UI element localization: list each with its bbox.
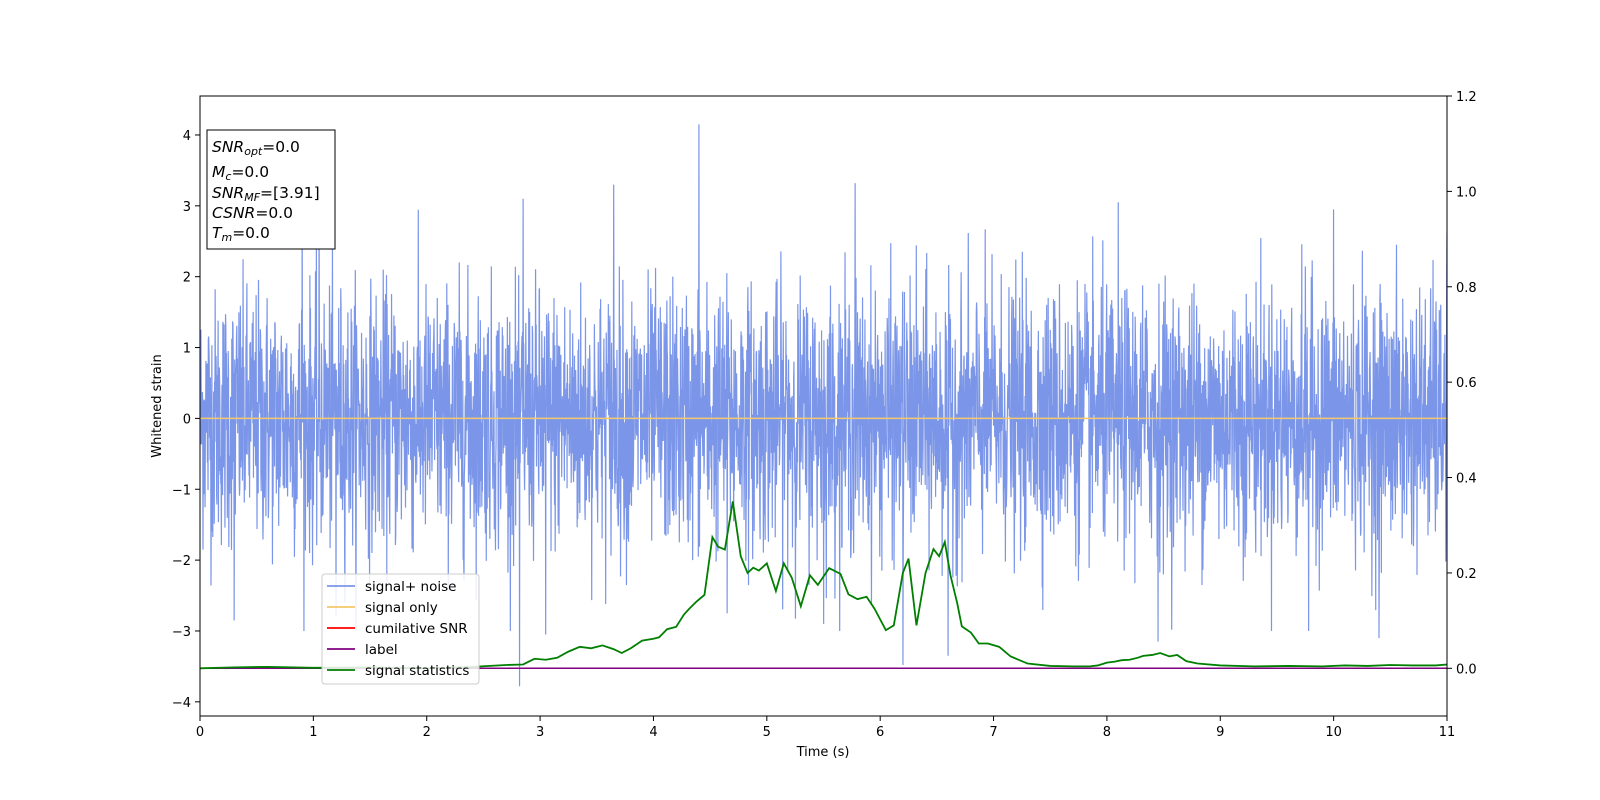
y2-tick-label: 0.8: [1456, 281, 1477, 296]
y-tick-label: −4: [172, 696, 191, 711]
y-tick-label: −1: [172, 483, 191, 498]
x-tick-label: 9: [1216, 725, 1224, 740]
signal-statistics-line: [200, 501, 1447, 670]
y-tick-label: 2: [183, 271, 191, 286]
y-tick-label: 3: [183, 200, 191, 215]
x-tick-label: 5: [763, 725, 771, 740]
y-tick-label: 4: [183, 129, 191, 144]
x-tick-label: 3: [536, 725, 544, 740]
signal-noise-line: [200, 124, 1447, 687]
annotation-line: CSNR=0.0: [212, 204, 293, 222]
y2-tick-label: 0.4: [1456, 472, 1477, 487]
y-tick-label: −3: [172, 625, 191, 640]
annotation-line: SNRMF=[3.91]: [212, 184, 320, 204]
y2-tick-label: 0.2: [1456, 567, 1477, 582]
annotation-line: SNRopt=0.0: [212, 138, 300, 158]
y-tick-label: 1: [183, 342, 191, 357]
legend-label: label: [365, 642, 398, 658]
legend-label: signal statistics: [365, 663, 469, 679]
x-axis: 0 1 2 3 4 5 6 7 8 9 10 11: [196, 716, 1455, 740]
annotation-line: Mc=0.0: [212, 163, 269, 183]
y-tick-label: 0: [183, 412, 191, 427]
y-axis-label: Whitened strain: [150, 354, 165, 457]
y2-tick-label: 1.2: [1456, 90, 1477, 105]
signal-noise-series: [200, 124, 1447, 687]
legend-label: cumilative SNR: [365, 621, 468, 637]
y2-tick-label: 1.0: [1456, 185, 1477, 200]
legend-label: signal+ noise: [365, 579, 456, 595]
y2-tick-label: 0.6: [1456, 376, 1477, 391]
x-tick-label: 4: [649, 725, 657, 740]
y-axis-left: −4 −3 −2 −1 0 1 2 3 4: [172, 129, 200, 711]
x-tick-label: 1: [309, 725, 317, 740]
x-tick-label: 8: [1103, 725, 1111, 740]
legend-frame: [321, 573, 480, 685]
annotation-line: Tm=0.0: [212, 224, 270, 244]
y2-tick-label: 0.0: [1456, 662, 1477, 677]
x-tick-label: 11: [1439, 725, 1456, 740]
x-tick-label: 7: [989, 725, 997, 740]
x-tick-label: 2: [423, 725, 431, 740]
x-tick-label: 6: [876, 725, 884, 740]
x-axis-label: Time (s): [796, 745, 850, 760]
legend-label: signal only: [365, 600, 438, 616]
x-tick-label: 0: [196, 725, 204, 740]
plot-frame: [199, 95, 1448, 717]
x-tick-label: 10: [1325, 725, 1342, 740]
legend: signal+ noise signal only cumilative SNR la…: [321, 573, 480, 685]
y-tick-label: −2: [172, 554, 191, 569]
y-axis-right: 0.0 0.2 0.4 0.6 0.8 1.0 1.2: [1447, 90, 1477, 677]
